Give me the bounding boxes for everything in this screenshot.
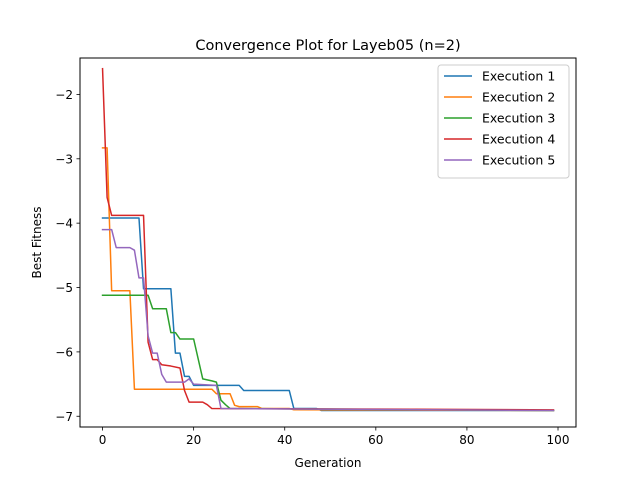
series-line-execution-4 (101, 67, 555, 411)
x-axis-title: Generation (295, 456, 362, 470)
x-tick-label: 40 (277, 433, 292, 447)
x-tick-label: 80 (459, 433, 474, 447)
y-tick-label: −3 (55, 152, 73, 166)
y-tick-label: −6 (55, 345, 73, 359)
x-tick-label: 60 (368, 433, 383, 447)
chart-title: Convergence Plot for Layeb05 (n=2) (195, 38, 460, 54)
series-line-execution-3 (101, 294, 555, 412)
y-tick-label: −7 (55, 410, 73, 424)
legend-label: Execution 4 (482, 132, 555, 147)
series-line-execution-5 (101, 228, 555, 412)
legend: Execution 1 Execution 2 Execution 3 Executi… (437, 64, 570, 179)
legend-label: Execution 2 (482, 90, 555, 105)
x-tick-label: 0 (99, 433, 107, 447)
y-tick-label: −2 (55, 88, 73, 102)
legend-box (437, 64, 570, 179)
x-tick-label: 20 (186, 433, 201, 447)
y-tick-label: −4 (55, 217, 73, 231)
legend-label: Execution 1 (482, 69, 555, 84)
plot-lines (101, 67, 555, 412)
y-axis: −7 −6 −5 −4 −3 −2 (55, 88, 80, 424)
legend-label: Execution 3 (482, 111, 555, 126)
legend-label: Execution 5 (482, 153, 555, 168)
x-tick-label: 100 (547, 433, 570, 447)
x-axis: 0 20 40 60 80 100 (99, 427, 570, 447)
y-axis-title: Best Fitness (30, 207, 44, 279)
y-tick-label: −5 (55, 281, 73, 295)
plot-frame (79, 57, 577, 428)
